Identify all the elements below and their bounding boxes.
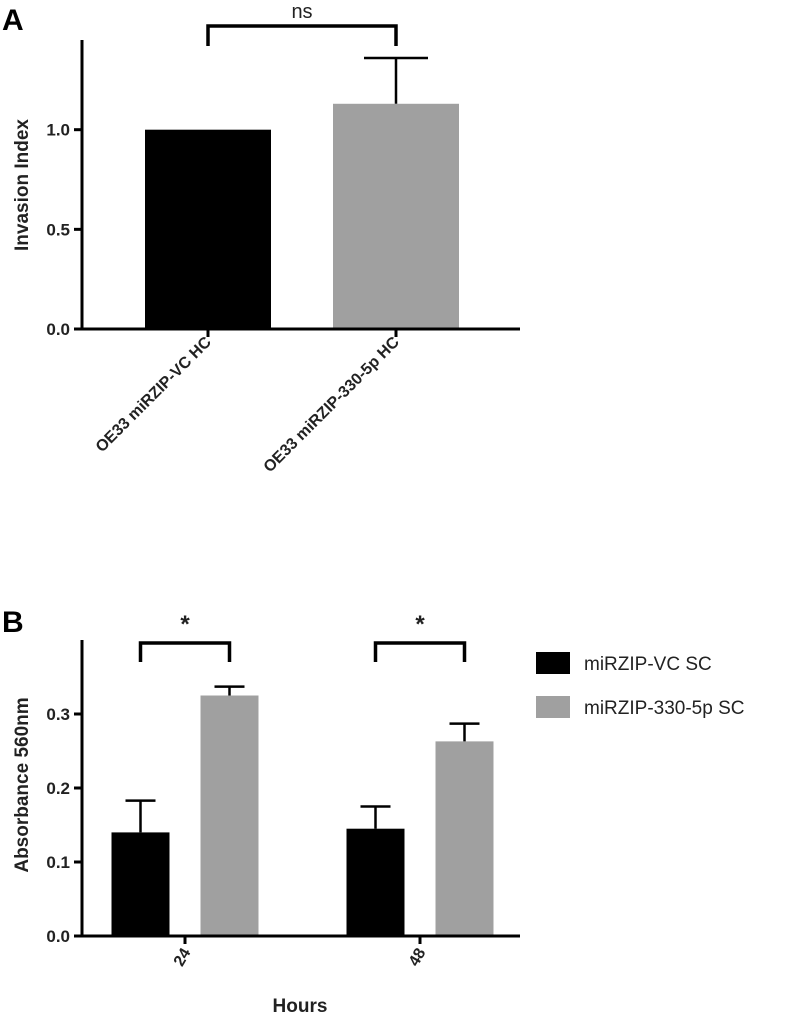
panel-b-bars	[111, 695, 494, 936]
panel-b-legend-swatch-1	[536, 652, 570, 674]
panel-b-error-bar-48h-series-1	[360, 805, 391, 829]
panel-b-significance-label: *	[180, 611, 190, 638]
panel-b-legend-label-1: miRZIP-VC SC	[584, 654, 712, 675]
panel-a-bar-1	[145, 129, 271, 329]
panel-b-error-bar-24h-series-1	[125, 799, 156, 833]
panel-b-error-bar-24h-series-2	[214, 685, 245, 696]
panel-b-y-tick-label: 0.3	[46, 705, 70, 724]
panel-b-x-tick-label: 24	[171, 945, 195, 969]
panel-b-bar-24h-series-2	[200, 695, 259, 936]
panel-b-legend: miRZIP-VC SC miRZIP-330-5p SC	[536, 652, 745, 719]
panel-a-label: A	[2, 4, 24, 37]
panel-a-bar-2	[333, 103, 459, 329]
panel-a-significance-bracket	[206, 24, 398, 46]
panel-a-x-labels: OE33 miRZIP-VC HC OE33 miRZIP-330-5p HC	[93, 329, 403, 476]
panel-b-bar-48h-series-2	[435, 741, 494, 936]
panel-a-x-tick-label: OE33 miRZIP-330-5p HC	[261, 333, 403, 475]
panel-b-error-bar-48h-series-2	[449, 722, 480, 742]
panel-a-x-tick-label: OE33 miRZIP-VC HC	[93, 333, 215, 455]
panel-b-y-tick-label: 0.1	[46, 853, 70, 872]
panel-a-bars	[145, 103, 459, 329]
panel-a-y-tick-label: 0.0	[46, 320, 70, 339]
panel-a-significance: ns	[206, 1, 398, 46]
panel-b-y-tick-label: 0.0	[46, 927, 70, 946]
panel-a-significance-label: ns	[291, 1, 312, 23]
panel-b: B 0.0 0.1 0.2 0.3 Absorbance 560nm 24 48 Hou…	[2, 606, 745, 1017]
panel-b-label: B	[2, 606, 24, 639]
panel-b-y-ticks: 0.0 0.1 0.2 0.3	[46, 705, 82, 946]
panel-b-significance: * *	[138, 611, 467, 662]
panel-a-y-ticks: 0.0 0.5 1.0	[46, 121, 82, 339]
panel-b-significance-label: *	[415, 611, 425, 638]
panel-b-significance-bracket	[373, 641, 467, 662]
panel-b-bar-48h-series-1	[346, 828, 405, 936]
panel-a: A 0.0 0.5 1.0 Invasion Index OE33 miRZIP-V…	[2, 1, 520, 476]
panel-b-y-axis-title: Absorbance 560nm	[12, 697, 33, 872]
panel-b-y-tick-label: 0.2	[46, 779, 70, 798]
panel-a-error-bar-2	[364, 56, 428, 104]
panel-a-error-bars	[364, 56, 428, 104]
panel-b-x-labels: 24 48	[171, 936, 430, 969]
panel-a-y-tick-label: 1.0	[46, 121, 70, 140]
panel-b-significance-bracket	[138, 641, 232, 662]
panel-b-x-tick-label: 48	[406, 945, 430, 969]
panel-b-error-bars	[125, 685, 480, 833]
panel-b-bar-24h-series-1	[111, 832, 170, 936]
panel-a-y-axis-title: Invasion Index	[12, 119, 33, 251]
panel-a-y-tick-label: 0.5	[46, 220, 70, 239]
panel-b-legend-swatch-2	[536, 696, 570, 718]
panel-b-legend-label-2: miRZIP-330-5p SC	[584, 698, 745, 719]
panel-b-x-axis-title: Hours	[273, 996, 328, 1017]
